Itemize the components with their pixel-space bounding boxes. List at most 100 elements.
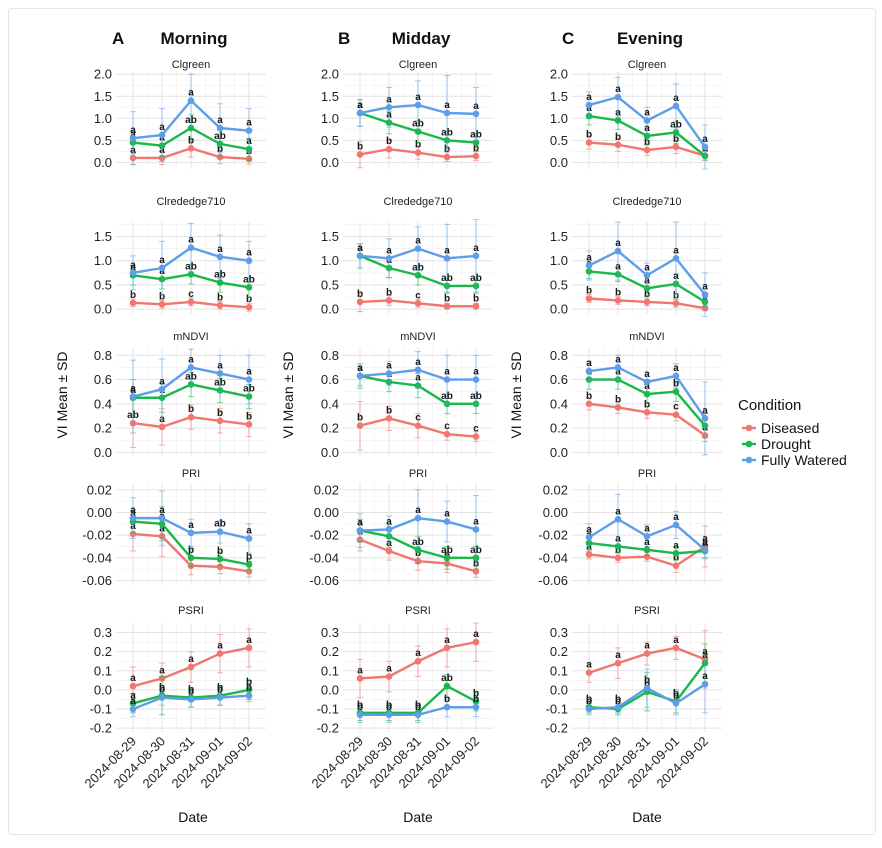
significance-letter: a	[159, 122, 165, 133]
data-point	[614, 141, 622, 149]
data-point	[672, 562, 680, 570]
data-point	[672, 129, 680, 136]
data-point	[614, 364, 622, 371]
significance-letter: a	[473, 367, 479, 378]
y-tick-label: 0.5	[550, 133, 568, 148]
y-tick-label: 0.4	[550, 396, 568, 411]
y-tick-label: 1.5	[550, 229, 568, 244]
significance-letter: b	[444, 293, 450, 304]
y-tick-label: 2.0	[94, 67, 112, 82]
data-point	[472, 110, 480, 118]
significance-letter: a	[217, 360, 223, 371]
significance-letter: b	[386, 136, 392, 147]
data-point	[158, 694, 166, 701]
data-point	[158, 423, 166, 431]
data-point	[701, 680, 709, 688]
y-tick-label: 0.0	[550, 155, 568, 170]
data-point	[245, 644, 253, 652]
data-point	[443, 703, 451, 711]
data-point	[443, 682, 451, 690]
subplot-title: mNDVI	[400, 331, 435, 343]
significance-letter: b	[217, 683, 223, 694]
legend-swatch-point	[745, 424, 753, 432]
data-point	[414, 128, 422, 135]
legend-label: Drought	[761, 436, 811, 452]
y-tick-label: 0.0	[94, 155, 112, 170]
subplot-c-pri: -0.06-0.04-0.020.000.02PRIababaaaaaaaaaa…	[538, 468, 722, 588]
subplot-c-mndvi: 0.00.20.40.60.8mNDVIbbbcaaaabaaaaaa	[550, 331, 722, 460]
data-point	[187, 270, 195, 278]
legend-label: Fully Watered	[761, 452, 847, 468]
subplot-title: Clgreen	[628, 59, 667, 71]
series-diseased: a a a a a	[585, 630, 709, 689]
y-tick-label: 1.5	[94, 89, 112, 104]
significance-letter: b	[246, 411, 252, 422]
subplot-title: PRI	[182, 468, 200, 480]
significance-letter: c	[188, 289, 194, 300]
data-point	[245, 284, 253, 291]
significance-letter: a	[444, 100, 450, 111]
data-point	[216, 124, 224, 132]
y-tick-label: 0.0	[94, 445, 112, 460]
significance-letter: a	[159, 255, 165, 266]
subplot-c-clgreen: 0.00.51.01.52.0Clgreenbbbbaaaaabaaaaaa	[550, 59, 722, 170]
series-fully-watered: a a a a a	[129, 222, 253, 296]
significance-letter: b	[159, 291, 165, 302]
data-point	[414, 271, 422, 279]
y-tick-label: 0.02	[314, 482, 339, 497]
legend-item-fully-watered: Fully Watered	[742, 452, 847, 468]
significance-letter: b	[246, 683, 252, 694]
data-point	[585, 551, 593, 558]
data-point	[472, 376, 480, 383]
y-tick-label: 0.0	[321, 445, 339, 460]
data-point	[643, 271, 651, 279]
significance-letter: b	[586, 694, 592, 705]
significance-letter: a	[357, 363, 363, 374]
significance-letter: a	[673, 93, 679, 104]
significance-letter: b	[246, 552, 252, 563]
data-point	[585, 139, 593, 146]
significance-letter: ab	[441, 545, 453, 556]
significance-letter: b	[444, 694, 450, 705]
data-point	[187, 364, 195, 371]
y-tick-label: 0.6	[321, 372, 339, 387]
data-point	[643, 684, 651, 692]
significance-letter: a	[188, 235, 194, 246]
significance-letter: b	[217, 546, 223, 557]
data-point	[443, 518, 451, 525]
series-diseased: b b b c a	[585, 391, 709, 442]
significance-letter: a	[473, 243, 479, 254]
data-point	[414, 711, 422, 719]
data-point	[414, 657, 422, 665]
data-point	[385, 673, 393, 680]
legend-title: Condition	[738, 397, 801, 414]
y-tick-label: 1.0	[550, 111, 568, 126]
subplot-a-clrededge710: 0.00.51.01.5Clrededge710bbcbbaaabababaaa…	[94, 196, 266, 317]
series-diseased: a a a a a	[356, 622, 480, 699]
significance-letter: a	[673, 363, 679, 374]
legend-item-diseased: Diseased	[742, 420, 819, 436]
data-point	[414, 245, 422, 252]
significance-letter: b	[357, 702, 363, 713]
data-point	[187, 144, 195, 152]
significance-letter: b	[615, 287, 621, 298]
legend-item-drought: Drought	[742, 436, 811, 452]
significance-letter: a	[159, 505, 165, 516]
y-tick-label: -0.04	[82, 550, 112, 565]
y-tick-label: 0.8	[94, 348, 112, 363]
significance-letter: b	[386, 287, 392, 298]
data-point	[414, 149, 422, 156]
ylabel-C: VI Mean ± SD	[508, 351, 524, 438]
y-tick-label: -0.04	[309, 550, 339, 565]
column-title-morning: Morning	[160, 29, 227, 48]
data-point	[614, 404, 622, 411]
data-point	[672, 644, 680, 652]
significance-letter: b	[246, 294, 252, 305]
data-point	[129, 269, 137, 277]
data-point	[585, 400, 593, 408]
significance-letter: a	[615, 238, 621, 249]
data-point	[472, 703, 480, 711]
series-fully-watered: a a a a a	[585, 76, 709, 170]
